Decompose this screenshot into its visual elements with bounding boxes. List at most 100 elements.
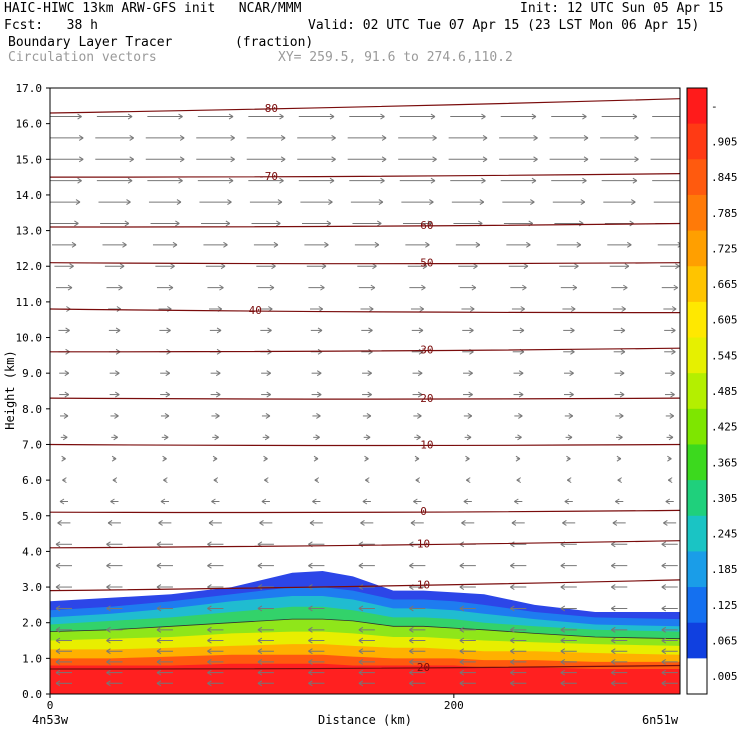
contour-label: 10 — [417, 538, 430, 551]
circulation-vector — [560, 658, 577, 665]
circulation-vector — [106, 284, 123, 291]
circulation-vector — [650, 137, 680, 139]
colorbar-label: .545 — [711, 349, 738, 362]
circulation-vector — [55, 680, 72, 687]
x-tick-label: 0 — [47, 699, 54, 712]
circulation-vector — [652, 180, 680, 182]
circulation-vector — [257, 626, 274, 633]
colorbar-label: .485 — [711, 385, 738, 398]
circulation-vector — [210, 370, 221, 377]
contour-label: 20 — [417, 661, 430, 674]
y-tick-label: 13.0 — [16, 225, 43, 238]
circulation-vector — [607, 241, 632, 248]
circulation-vector — [55, 658, 72, 665]
circulation-vector — [207, 605, 224, 612]
circulation-vector — [349, 113, 385, 120]
circulation-vector — [465, 455, 470, 462]
contour-label: -50 — [414, 257, 434, 270]
circulation-vector — [398, 134, 437, 141]
circulation-vector — [246, 134, 286, 141]
circulation-vector — [566, 477, 572, 484]
circulation-vector — [661, 284, 679, 291]
circulation-vector — [246, 156, 286, 163]
circulation-vector — [510, 637, 527, 644]
circulation-vector — [261, 370, 271, 377]
model-title: HAIC-HIWC 13km ARW-GFS init NCAR/MMM — [4, 1, 302, 16]
circulation-vector — [611, 584, 628, 590]
circulation-vector — [201, 220, 231, 227]
circulation-vector — [207, 648, 224, 655]
circulation-vector — [661, 669, 678, 676]
y-tick-label: 5.0 — [22, 510, 42, 523]
circulation-vector — [613, 327, 626, 334]
circulation-vector — [552, 199, 586, 205]
circulation-vector — [358, 669, 375, 676]
circulation-vector — [313, 434, 320, 441]
circulation-vector — [212, 455, 218, 462]
circulation-vector — [653, 201, 680, 203]
circulation-vector — [257, 562, 274, 569]
colorbar-label: .065 — [711, 635, 738, 648]
circulation-vector — [409, 669, 426, 676]
circulation-vector — [652, 116, 680, 118]
circulation-vector — [212, 434, 219, 441]
circulation-vector — [360, 519, 374, 526]
circulation-vector — [207, 284, 224, 291]
circulation-vector — [347, 134, 387, 141]
circulation-vector — [409, 284, 426, 291]
circulation-vector — [96, 113, 133, 120]
circulation-vector — [409, 562, 426, 569]
temperature-contour — [50, 664, 680, 670]
circulation-vector — [207, 637, 224, 644]
circulation-vector — [510, 626, 527, 633]
circulation-vector — [95, 134, 134, 141]
tracer-layer-0.905 — [50, 663, 680, 694]
circulation-vector — [463, 413, 473, 419]
circulation-vector — [106, 584, 123, 590]
circulation-vector — [508, 263, 529, 270]
colorbar-label: .185 — [711, 563, 738, 576]
circulation-vector — [96, 177, 133, 184]
circulation-vector — [362, 391, 372, 398]
circulation-vector — [405, 241, 430, 248]
circulation-vector — [145, 134, 185, 141]
circulation-vector — [667, 455, 672, 462]
circulation-vector — [352, 220, 382, 227]
circulation-vector — [110, 498, 119, 505]
circulation-vector — [661, 648, 678, 655]
circulation-vector — [257, 637, 274, 644]
circulation-vector — [661, 680, 678, 687]
circulation-vector — [415, 477, 421, 484]
circulation-vector — [414, 434, 421, 441]
circulation-vector — [156, 658, 173, 665]
colorbar-swatch — [687, 551, 707, 588]
circulation-vector — [549, 156, 589, 163]
circulation-vector — [160, 391, 171, 398]
circulation-vector — [156, 680, 173, 687]
circulation-vector — [566, 455, 571, 462]
circulation-vector — [463, 370, 473, 377]
circulation-vector — [564, 498, 573, 505]
temperature-contour — [50, 443, 680, 447]
circulation-vector — [264, 477, 269, 484]
colorbar-swatch — [687, 88, 707, 125]
circulation-vector — [249, 199, 283, 205]
circulation-vector — [560, 648, 577, 655]
circulation-vector — [109, 391, 120, 398]
temperature-contour — [50, 173, 680, 178]
circulation-vector — [62, 477, 67, 484]
y-tick-label: 17.0 — [16, 82, 43, 95]
circulation-vector — [556, 241, 582, 248]
circulation-vector — [308, 562, 325, 569]
circulation-vector — [300, 199, 333, 205]
circulation-vector — [257, 605, 274, 612]
circulation-vector — [560, 626, 577, 633]
circulation-vector — [257, 648, 274, 655]
circulation-vector — [163, 477, 168, 484]
circulation-vector — [499, 156, 538, 163]
circulation-vector — [650, 158, 680, 160]
circulation-vector — [207, 669, 224, 676]
y-tick-label: 4.0 — [22, 545, 42, 558]
y-tick-label: 9.0 — [22, 367, 42, 380]
circulation-vector — [663, 519, 677, 526]
